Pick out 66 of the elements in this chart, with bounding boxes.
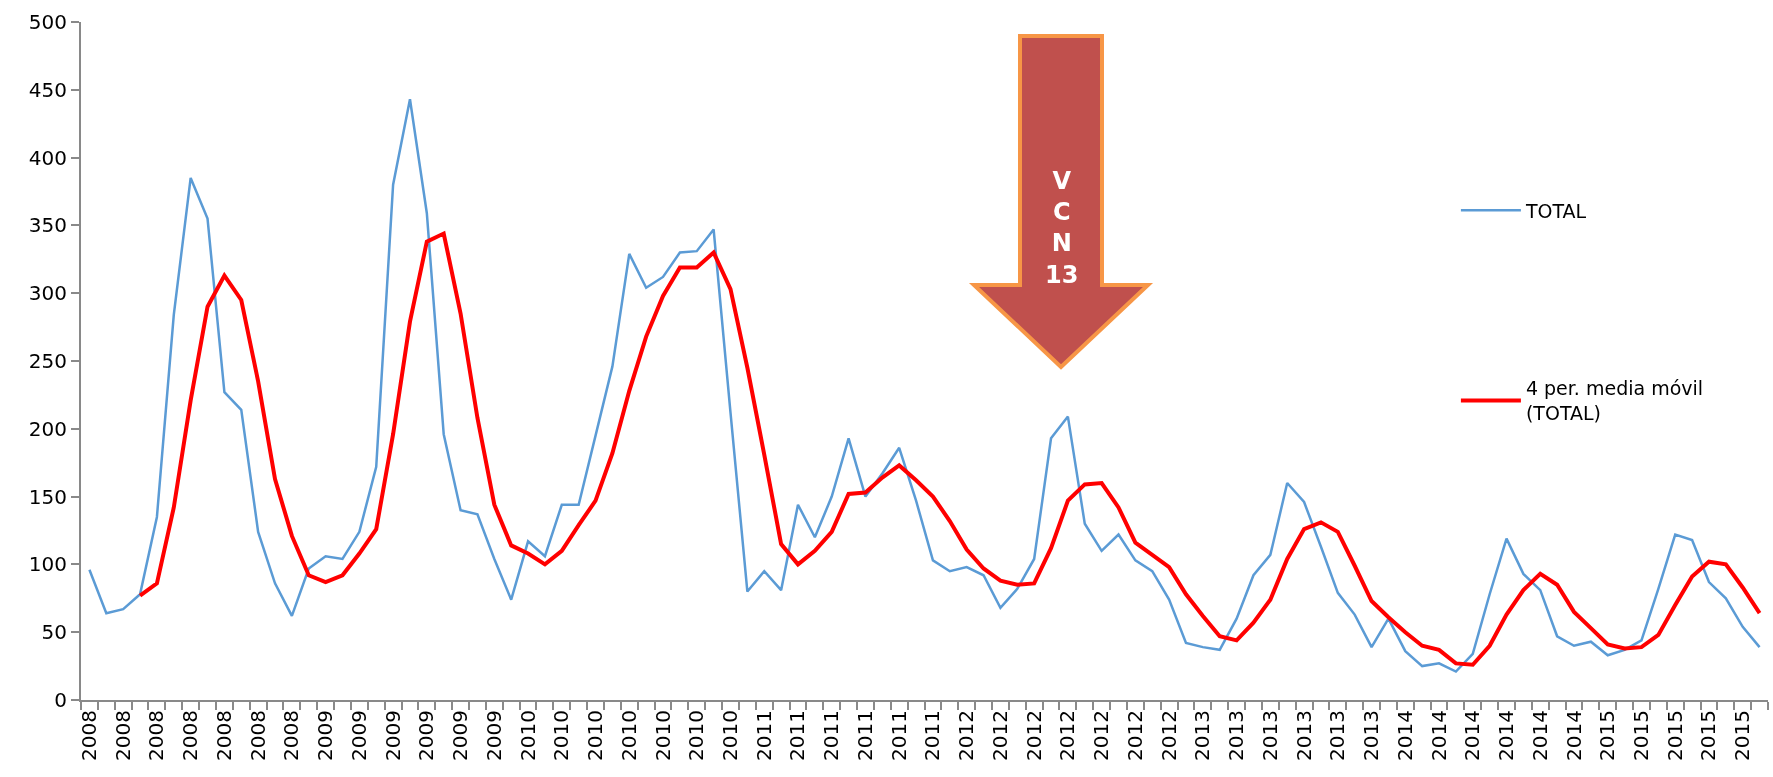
x-tick-label: 2010 [616, 710, 641, 761]
x-tick-label: 2010 [583, 710, 608, 761]
x-tick-label: 2015 [1730, 710, 1755, 761]
x-tick-label: 2015 [1628, 710, 1653, 761]
x-tick-label: 2008 [245, 710, 270, 761]
x-tick-label: 2011 [785, 710, 810, 761]
x-tick-label: 2008 [279, 710, 304, 761]
x-tick-label: 2015 [1595, 710, 1620, 761]
x-tick-label: 2008 [110, 710, 135, 761]
x-tick-label: 2014 [1426, 710, 1451, 761]
y-tick-label: 400 [28, 145, 67, 170]
x-tick-label: 2010 [684, 710, 709, 761]
y-tick-label: 350 [28, 213, 67, 238]
y-tick-label: 250 [28, 349, 67, 373]
legend-label: TOTAL [1524, 199, 1587, 222]
y-tick-label: 500 [28, 10, 67, 34]
x-tick-label: 2013 [1257, 710, 1282, 761]
x-tick-label: 2015 [1696, 710, 1721, 761]
legend-label: 4 per. media móvil (TOTAL) [1525, 377, 1704, 425]
x-tick-label: 2009 [414, 710, 439, 761]
x-tick-label: 2009 [481, 710, 506, 761]
x-tick-label: 2009 [448, 710, 473, 761]
line-series [88, 98, 1761, 673]
x-tick-label: 2013 [1325, 710, 1350, 761]
x-tick-label: 2009 [346, 710, 371, 761]
x-tick-label: 2012 [1156, 710, 1181, 761]
x-tick-label: 2013 [1359, 710, 1384, 761]
x-tick-label: 2011 [920, 710, 945, 761]
x-tick-label: 2015 [1662, 710, 1687, 761]
x-tick-label: 2014 [1460, 710, 1485, 761]
x-tick-label: 2008 [178, 710, 203, 761]
x-tick-label: 2014 [1392, 710, 1417, 761]
x-tick-label: 2009 [380, 710, 405, 761]
x-tick-label: 2014 [1494, 710, 1519, 761]
x-tick-label: 2014 [1561, 710, 1586, 761]
x-tick-label: 2010 [718, 710, 742, 761]
x-tick-label: 2008 [211, 710, 236, 761]
x-tick-label: 2011 [886, 710, 911, 761]
y-tick-label: 50 [41, 620, 67, 645]
x-tick-label: 2011 [852, 710, 877, 761]
x-tick-label: 2012 [1055, 710, 1080, 761]
x-tick-label: 2009 [313, 710, 338, 761]
line-series [138, 231, 1762, 667]
x-tick-label: 2012 [987, 710, 1012, 761]
x-tick-label: 2011 [751, 710, 776, 761]
y-tick-label: 100 [28, 552, 67, 577]
x-tick-label: 2014 [1527, 710, 1552, 761]
x-tick-label: 2010 [549, 710, 574, 761]
x-tick-label: 2010 [515, 710, 540, 761]
x-tick-label: 2013 [1190, 710, 1215, 761]
x-tick-label: 2012 [1089, 710, 1114, 761]
x-tick-label: 2011 [819, 710, 844, 761]
y-tick-label: 200 [28, 416, 67, 441]
y-tick-label: 450 [28, 77, 67, 102]
y-tick-label: 0 [54, 688, 67, 712]
x-tick-label: 2013 [1291, 710, 1316, 761]
x-tick-label: 2013 [1224, 710, 1249, 761]
y-tick-label: 300 [28, 281, 67, 306]
y-tick-label: 150 [28, 484, 67, 509]
x-tick-label: 2008 [76, 710, 101, 761]
x-tick-label: 2012 [1021, 710, 1046, 761]
x-tick-label: 2012 [1122, 710, 1147, 761]
x-tick-label: 2008 [144, 710, 169, 761]
annotation: V C N 13 [1045, 167, 1079, 289]
x-tick-label: 2012 [954, 710, 979, 761]
x-tick-label: 2010 [650, 710, 675, 761]
